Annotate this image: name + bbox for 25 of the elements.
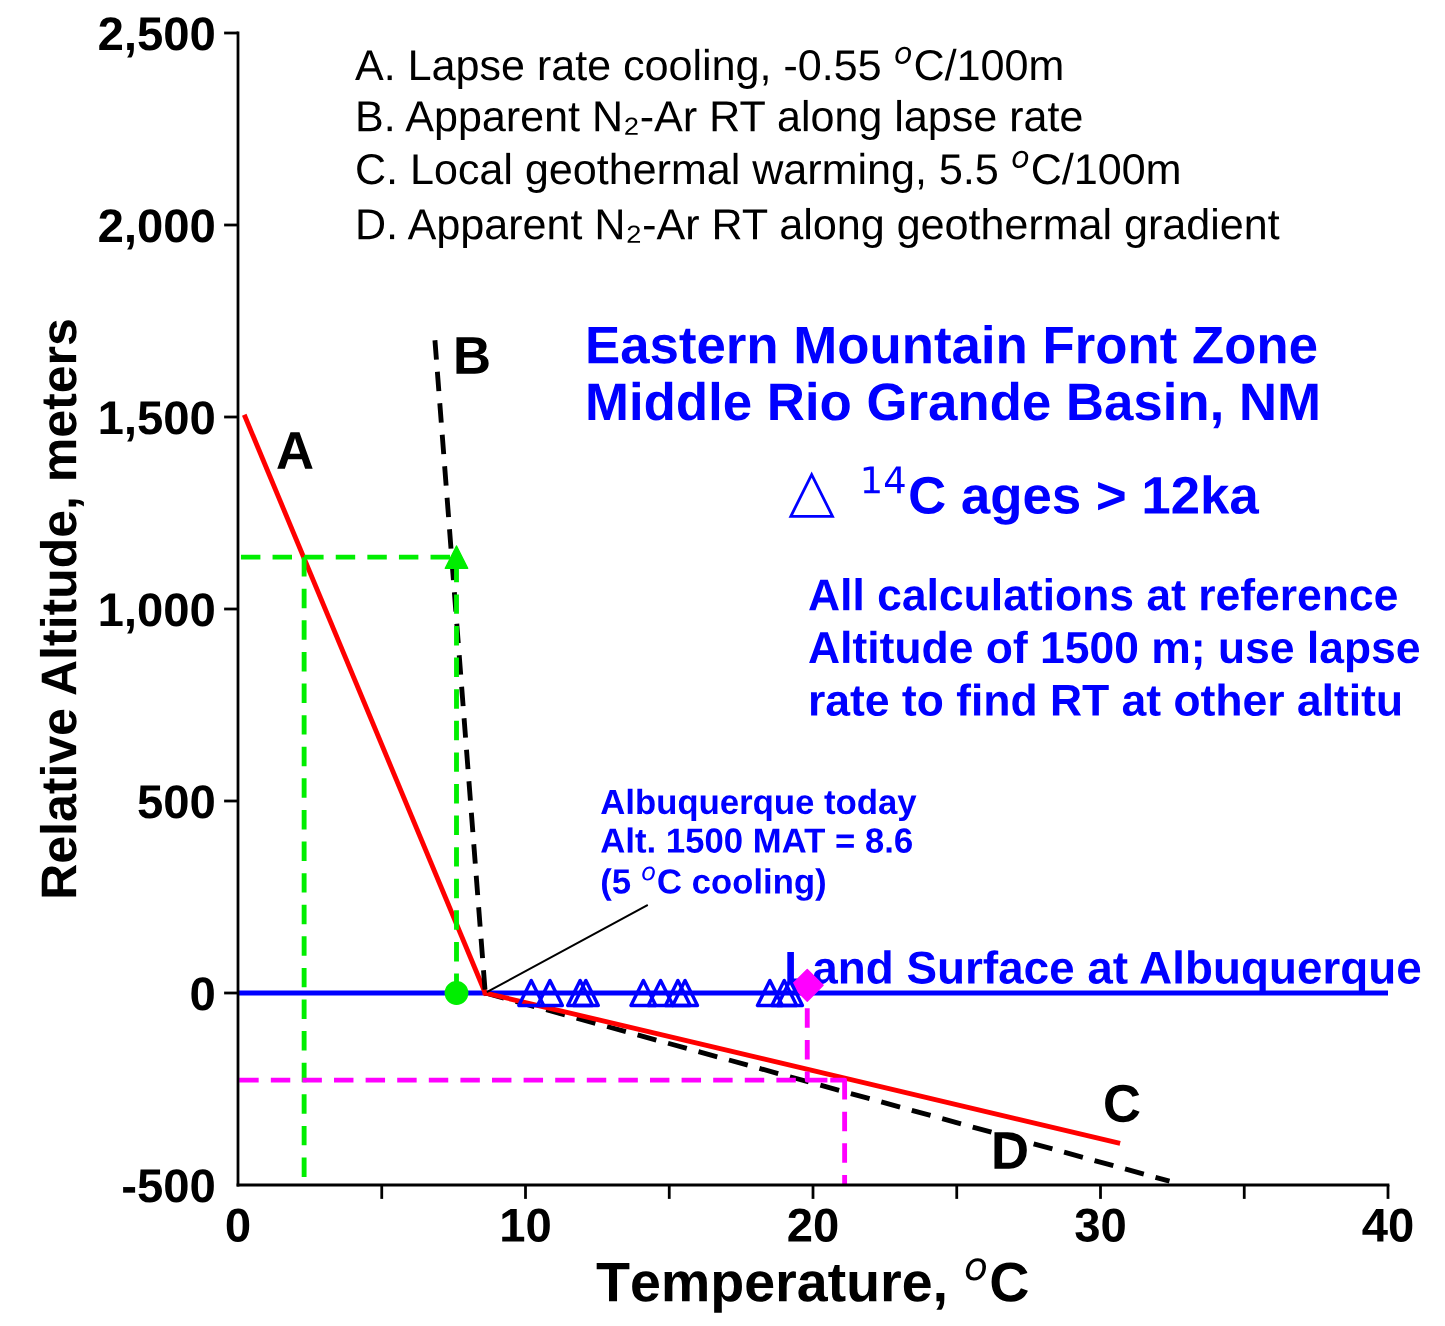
- y-tick-label: 1,000: [100, 593, 214, 634]
- annotation: Albuquerque today Alt. 1500 MAT = 8.6 (5 $^{o}$C cooling): [601, 788, 917, 901]
- y-tick-label: 0: [191, 977, 214, 1011]
- annotation: C: [1105, 1084, 1140, 1123]
- annotation: A: [277, 432, 313, 469]
- x-tick-label: 40: [1362, 1208, 1413, 1242]
- y-axis-title: Relative Altitude, meters: [39, 320, 84, 897]
- x-tick-label: 0: [226, 1208, 250, 1242]
- annotation: B. Apparent N₂-Ar RT along lapse rate: [358, 99, 1082, 141]
- annotation: Eastern Mountain Front Zone Middle Rio Grande Basin, NM: [588, 325, 1318, 429]
- annotation: A. Lapse rate cooling, -0.55 $^{o}$C/100m: [355, 46, 1062, 89]
- legend-label: $^{14}$C ages > 12ka: [863, 466, 1260, 525]
- y-tick-label: 2,500: [99, 17, 214, 58]
- x-axis-title: Temperature, $^{o}$C: [596, 1258, 1028, 1313]
- y-tick-label: -500: [123, 1169, 214, 1203]
- annotation: All calculations at reference Altitude of 1500 m; use lapse rate to find RT at other altitu: [809, 578, 1420, 717]
- x-tick-label: 10: [502, 1208, 550, 1242]
- annotation: C. Local geothermal warming, 5.5 $^{o}$C/100m: [357, 150, 1179, 193]
- y-tick-label: 1,500: [100, 401, 214, 442]
- y-tick-label: 2,000: [99, 209, 214, 250]
- x-tick-label: 20: [788, 1208, 838, 1242]
- x-tick-label: 30: [1075, 1208, 1125, 1242]
- y-tick-label: 500: [138, 785, 214, 819]
- annotation: D. Apparent N₂-Ar RT along geothermal gradient: [358, 207, 1280, 249]
- annotation: B: [456, 337, 489, 374]
